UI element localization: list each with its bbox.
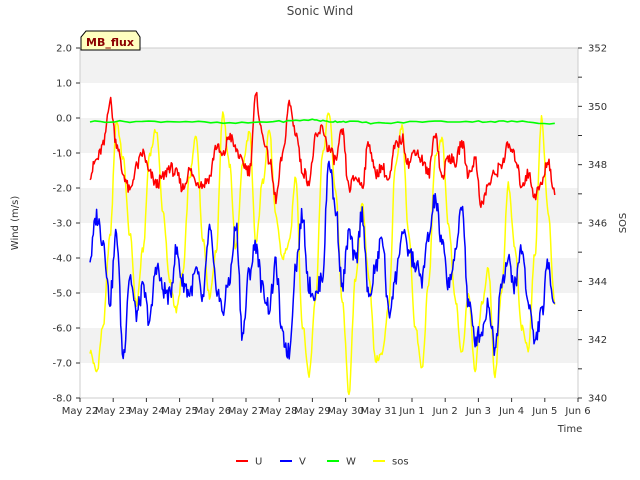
- legend-label-sos: sos: [392, 457, 409, 468]
- y-axis-left: -8.0 -7.0 -6.0 -5.0 -4.0 -3.0 -2.0 -1.0 0.0 1.0 2.…: [52, 44, 80, 405]
- x-tick-label: May 30: [327, 406, 364, 417]
- grid-band: [80, 293, 578, 328]
- legend-label-w: W: [346, 457, 356, 468]
- y-tick-label: 1.0: [56, 79, 72, 90]
- x-tick-label: May 27: [228, 406, 265, 417]
- grid-band: [80, 328, 578, 363]
- x-tick-label: May 22: [62, 406, 99, 417]
- x-tick-label: Jun 6: [564, 406, 590, 417]
- grid-band: [80, 223, 578, 258]
- grid-band: [80, 48, 578, 83]
- y2-tick-label: 352: [588, 44, 607, 55]
- grid-band: [80, 258, 578, 293]
- badge-label: MB_flux: [86, 36, 134, 49]
- badge-shape: [80, 30, 141, 51]
- mb-flux-badge: MB_flux: [80, 30, 141, 51]
- y2-axis-title: SOS: [618, 213, 629, 234]
- y2-tick-label: 340: [588, 394, 607, 405]
- legend-label-v: V: [299, 457, 306, 468]
- y-tick-label: 2.0: [56, 44, 72, 55]
- x-tick-label: May 28: [261, 406, 298, 417]
- y2-tick-label: 350: [588, 102, 607, 113]
- grid-band: [80, 83, 578, 118]
- background-bands: [80, 48, 578, 398]
- chart-title: Sonic Wind: [287, 4, 353, 18]
- y2-tick-label: 348: [588, 160, 607, 171]
- y-axis-right: 340 342 344 346 348 350 352: [578, 44, 607, 405]
- series-line-v: [89, 160, 556, 360]
- x-tick-label: Jun 2: [432, 406, 458, 417]
- x-tick-label: May 25: [161, 406, 198, 417]
- x-tick-label: May 24: [128, 406, 165, 417]
- series-layer: [89, 91, 556, 396]
- y2-tick-label: 346: [588, 219, 607, 230]
- x-tick-label: Jun 3: [465, 406, 491, 417]
- series-line-u: [89, 91, 556, 209]
- x-tick-label: May 23: [95, 406, 132, 417]
- y2-tick-label: 342: [588, 335, 607, 346]
- grid-band: [80, 188, 578, 223]
- y-tick-label: 0.0: [56, 114, 72, 125]
- x-tick-label: Jun 4: [498, 406, 524, 417]
- y-axis-title: Wind (m/s): [10, 196, 21, 251]
- x-axis-title: Time: [557, 424, 582, 435]
- series-line-sos: [89, 111, 556, 396]
- y-tick-label: -4.0: [52, 254, 72, 265]
- y-tick-label: -5.0: [52, 289, 72, 300]
- grid-band: [80, 153, 578, 188]
- y-tick-label: -8.0: [52, 394, 72, 405]
- legend-label-u: U: [255, 457, 262, 468]
- x-tick-label: Jun 5: [531, 406, 557, 417]
- y2-tick-label: 344: [588, 277, 607, 288]
- series-line-w: [89, 118, 555, 125]
- y-tick-label: -2.0: [52, 184, 72, 195]
- x-tick-label: Jun 1: [398, 406, 424, 417]
- y-tick-label: -7.0: [52, 359, 72, 370]
- grid-band: [80, 363, 578, 398]
- x-tick-label: May 31: [361, 406, 398, 417]
- y-tick-label: -6.0: [52, 324, 72, 335]
- x-tick-label: May 29: [294, 406, 331, 417]
- y-tick-label: -3.0: [52, 219, 72, 230]
- x-tick-label: May 26: [195, 406, 232, 417]
- y-tick-label: -1.0: [52, 149, 72, 160]
